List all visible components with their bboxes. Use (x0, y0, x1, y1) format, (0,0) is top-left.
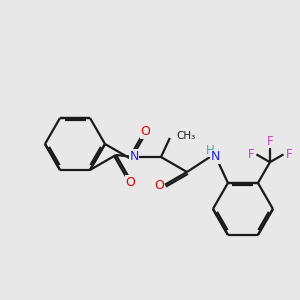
Text: O: O (141, 125, 151, 138)
Text: N: N (129, 150, 139, 163)
Text: O: O (154, 179, 164, 192)
Text: O: O (126, 176, 136, 189)
Text: H: H (206, 144, 215, 157)
Text: F: F (248, 148, 254, 161)
Text: CH₃: CH₃ (176, 130, 196, 141)
Text: N: N (211, 151, 220, 164)
Text: F: F (286, 148, 292, 161)
Text: F: F (267, 135, 273, 148)
